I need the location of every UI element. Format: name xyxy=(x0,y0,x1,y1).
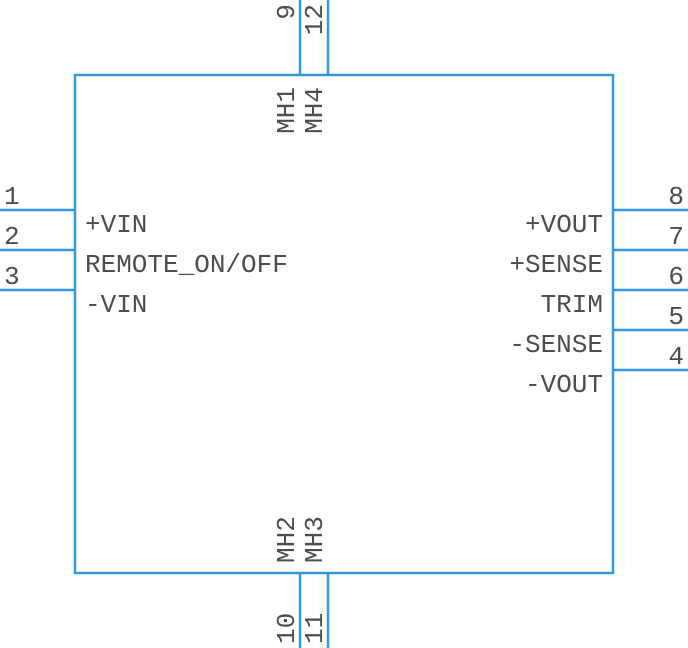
pin-label: MH3 xyxy=(300,516,330,563)
pin-number: 10 xyxy=(272,613,302,644)
pin-number: 2 xyxy=(4,222,20,252)
pin-number: 3 xyxy=(4,262,20,292)
schematic-symbol: 1 +VIN 2 REMOTE_ON/OFF 3 -VIN 8 +VOUT 7 +SENSE 6 TR… xyxy=(0,0,688,648)
pin-label: REMOTE_ON/OFF xyxy=(85,250,288,280)
pin-number: 11 xyxy=(300,613,330,644)
pin-label: -VIN xyxy=(85,290,147,320)
pin-number: 4 xyxy=(668,342,684,372)
pin-label: TRIM xyxy=(541,290,603,320)
pin-number: 6 xyxy=(668,262,684,292)
pin-label: +VOUT xyxy=(525,210,603,240)
pin-label: MH1 xyxy=(272,87,302,134)
pin-number: 5 xyxy=(668,302,684,332)
pin-label: MH2 xyxy=(272,516,302,563)
pin-number: 12 xyxy=(300,4,330,35)
component-body xyxy=(75,75,613,573)
pin-label: MH4 xyxy=(300,87,330,134)
pin-label: +SENSE xyxy=(509,250,603,280)
pin-number: 8 xyxy=(668,182,684,212)
pin-number: 9 xyxy=(272,4,302,20)
pin-number: 1 xyxy=(4,182,20,212)
pin-label: -VOUT xyxy=(525,370,603,400)
pin-label: +VIN xyxy=(85,210,147,240)
pin-number: 7 xyxy=(668,222,684,252)
pin-label: -SENSE xyxy=(509,330,603,360)
